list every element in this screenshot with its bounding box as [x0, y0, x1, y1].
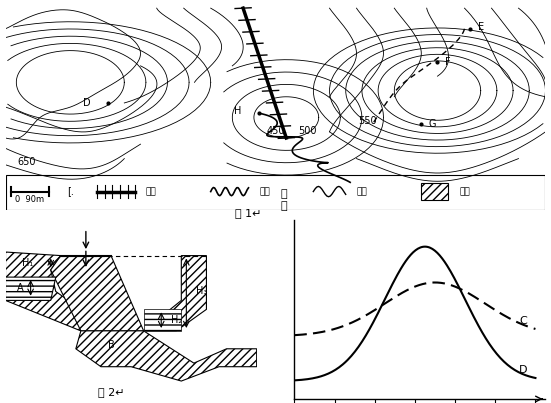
Text: H₂: H₂: [171, 315, 182, 325]
FancyBboxPatch shape: [6, 175, 545, 210]
Text: 河流: 河流: [260, 187, 270, 196]
Text: H: H: [234, 106, 241, 116]
Text: 流
量: 流 量: [281, 189, 288, 211]
Text: 房屋: 房屋: [459, 187, 470, 196]
Text: 小路: 小路: [356, 187, 368, 196]
Text: [.: [.: [67, 187, 74, 197]
Text: 450: 450: [266, 126, 285, 136]
Polygon shape: [144, 256, 207, 331]
Text: G: G: [428, 118, 436, 129]
Bar: [422, 183, 449, 200]
Text: D: D: [520, 366, 528, 375]
Polygon shape: [144, 310, 181, 331]
Text: 图 1↵: 图 1↵: [235, 208, 262, 218]
Polygon shape: [6, 277, 56, 300]
Polygon shape: [76, 331, 257, 381]
Text: H₃: H₃: [196, 287, 207, 297]
Text: E: E: [478, 22, 484, 32]
Text: 650: 650: [18, 157, 36, 167]
Text: 图 2↵: 图 2↵: [98, 387, 125, 397]
Text: B: B: [107, 340, 115, 350]
Polygon shape: [6, 252, 94, 331]
Text: C: C: [520, 316, 527, 326]
Polygon shape: [51, 256, 144, 331]
Text: D: D: [83, 98, 90, 108]
Text: 550: 550: [358, 116, 377, 126]
Text: 铁路: 铁路: [146, 187, 156, 196]
Text: F: F: [445, 57, 451, 67]
Text: 500: 500: [299, 126, 317, 136]
Text: H₁: H₁: [23, 258, 34, 268]
Text: A: A: [17, 283, 24, 293]
Text: 0  90m: 0 90m: [15, 195, 45, 204]
